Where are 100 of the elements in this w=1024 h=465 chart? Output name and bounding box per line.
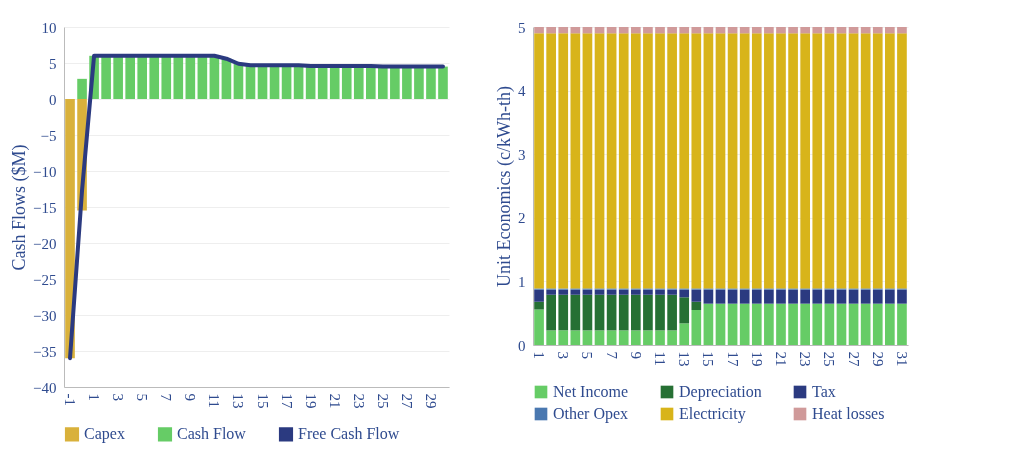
- bar: [764, 289, 774, 304]
- bar: [897, 27, 907, 34]
- x-tick-label: 31: [893, 351, 910, 367]
- bar: [776, 27, 786, 34]
- bar: [594, 294, 605, 331]
- y-tick-label: −35: [33, 343, 57, 360]
- bar: [570, 330, 581, 345]
- bar: [546, 294, 556, 331]
- y-tick-label: 2: [518, 210, 526, 227]
- x-tick-label: 1: [86, 393, 103, 401]
- y-tick-label: 0: [49, 91, 57, 108]
- x-tick-label: 19: [302, 393, 319, 409]
- bar: [703, 33, 714, 289]
- x-tick-label: 29: [422, 393, 439, 409]
- bar: [630, 33, 641, 289]
- x-tick-label: 21: [772, 351, 789, 367]
- bar: [739, 27, 750, 34]
- bar: [438, 66, 448, 99]
- bar: [764, 27, 774, 34]
- bar: [618, 27, 629, 34]
- y-tick-label: −30: [33, 307, 57, 324]
- bar: [715, 33, 726, 289]
- legend-label: Cash Flow: [177, 425, 247, 443]
- bar: [558, 330, 569, 345]
- bar: [390, 66, 400, 99]
- bar: [776, 303, 786, 345]
- bar: [534, 289, 544, 302]
- y-tick-label: −20: [33, 235, 57, 252]
- bar: [897, 289, 907, 304]
- legend-label: Tax: [812, 383, 836, 400]
- bar: [679, 289, 690, 298]
- bar: [824, 33, 835, 289]
- bar: [788, 33, 798, 289]
- x-tick-label: 15: [254, 393, 271, 409]
- bar: [715, 289, 726, 304]
- bar: [630, 330, 641, 345]
- bar: [630, 294, 641, 331]
- bar: [885, 27, 895, 34]
- bar: [872, 289, 883, 304]
- y-axis-title: Unit Economics (c/kWh-th): [494, 86, 515, 287]
- bar: [812, 33, 823, 289]
- bar: [872, 33, 883, 289]
- bar: [582, 289, 593, 295]
- x-tick-label: 23: [797, 351, 814, 367]
- bar: [691, 27, 702, 34]
- bar: [679, 33, 690, 289]
- bar: [691, 310, 702, 345]
- bar: [739, 289, 750, 304]
- bar: [606, 294, 617, 331]
- bar: [546, 27, 556, 34]
- bar: [125, 55, 135, 99]
- bar: [570, 294, 581, 331]
- x-tick-label: 9: [182, 393, 199, 401]
- bar: [558, 294, 569, 331]
- bar: [137, 55, 148, 99]
- bar: [812, 27, 823, 34]
- legend-label: Capex: [84, 425, 125, 444]
- bar: [703, 289, 714, 304]
- x-tick-label: 17: [278, 393, 295, 409]
- bar: [113, 55, 123, 99]
- x-tick-label: 27: [845, 351, 862, 367]
- bar: [101, 55, 111, 99]
- bar: [848, 33, 859, 289]
- bar: [872, 303, 883, 345]
- bar: [812, 303, 823, 345]
- bar: [643, 289, 653, 295]
- x-tick-label: 25: [821, 351, 838, 367]
- x-tick-label: 25: [374, 393, 391, 409]
- legend-label: Depreciation: [679, 383, 762, 401]
- bar: [655, 330, 665, 345]
- bar: [402, 66, 412, 99]
- bar: [558, 27, 569, 34]
- bar: [885, 289, 895, 304]
- bar: [691, 33, 702, 289]
- bar: [630, 289, 641, 295]
- bar: [691, 301, 702, 311]
- bar: [149, 55, 160, 99]
- x-tick-label: 23: [350, 393, 367, 409]
- y-tick-label: 10: [41, 19, 57, 36]
- x-tick-label: 11: [206, 393, 223, 408]
- bar: [836, 33, 847, 289]
- bar: [618, 33, 629, 289]
- bar: [764, 33, 774, 289]
- bar: [643, 33, 653, 289]
- y-tick-label: −5: [40, 127, 57, 144]
- bar: [643, 330, 653, 345]
- x-tick-label: 19: [748, 351, 765, 367]
- x-tick-label: 21: [326, 393, 343, 409]
- bar: [582, 330, 593, 345]
- bar: [582, 33, 593, 289]
- y-tick-label: 0: [518, 337, 526, 354]
- x-tick-label: 11: [652, 351, 669, 366]
- bar: [751, 27, 762, 34]
- bar: [727, 289, 738, 304]
- bar: [558, 33, 569, 289]
- bar: [655, 294, 665, 331]
- bar: [727, 33, 738, 289]
- bar: [788, 289, 798, 304]
- bar: [897, 303, 907, 345]
- bar: [546, 289, 556, 295]
